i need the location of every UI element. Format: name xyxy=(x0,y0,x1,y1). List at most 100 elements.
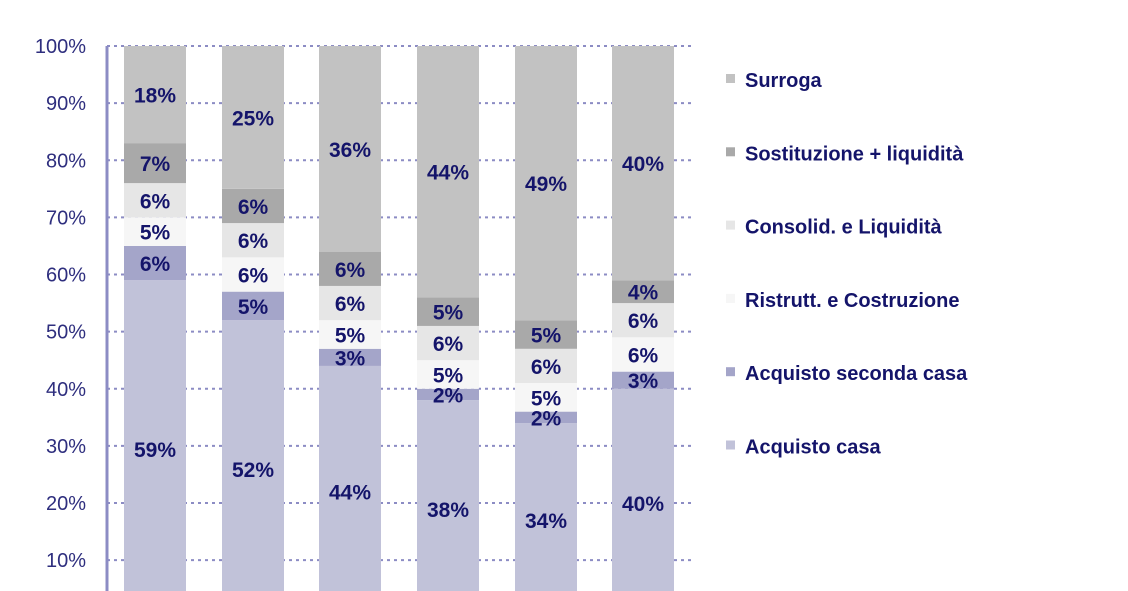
data-labels: 59%6%5%6%7%18%52%5%6%6%6%25%44%3%5%6%6%3… xyxy=(134,85,664,534)
bar-segment xyxy=(515,348,577,384)
bar-segment xyxy=(417,400,479,591)
bar-segment xyxy=(612,371,674,389)
data-label: 6% xyxy=(335,293,366,316)
legend-label: Sostituzione + liquidità xyxy=(745,143,964,165)
bars xyxy=(124,46,674,591)
bar-segment xyxy=(222,188,284,224)
bar-segment xyxy=(417,388,479,401)
y-tick-label: 90% xyxy=(46,93,86,115)
data-label: 25% xyxy=(232,107,274,130)
bar-segment xyxy=(319,320,381,349)
bar-segment xyxy=(515,46,577,321)
data-label: 6% xyxy=(628,310,659,333)
data-label: 4% xyxy=(628,282,659,305)
bar-segment xyxy=(515,423,577,591)
data-label: 6% xyxy=(628,345,659,368)
data-label: 44% xyxy=(329,482,371,505)
y-tick-label: 40% xyxy=(46,379,86,401)
bar-segment xyxy=(124,143,186,184)
data-label: 5% xyxy=(433,364,464,387)
data-label: 3% xyxy=(628,370,659,393)
data-label: 2% xyxy=(531,407,562,430)
bar-segment xyxy=(319,251,381,286)
data-label: 34% xyxy=(525,510,567,533)
data-label: 2% xyxy=(433,384,464,407)
bar-segment xyxy=(612,280,674,304)
y-tick-label: 60% xyxy=(46,265,86,287)
y-axis: 10% 20% 30% 40% 50% 60% 70% 80% 90% 100% xyxy=(35,36,109,591)
legend-label: Acquisto seconda casa xyxy=(745,363,968,385)
data-label: 6% xyxy=(238,230,269,253)
bar-segment xyxy=(612,388,674,591)
legend-label: Consolid. e Liquidità xyxy=(745,217,943,239)
data-label: 5% xyxy=(433,302,464,325)
data-label: 5% xyxy=(335,325,366,348)
gridlines xyxy=(107,45,692,562)
legend-label: Acquisto casa xyxy=(745,437,881,459)
data-label: 59% xyxy=(134,439,176,462)
data-label: 7% xyxy=(140,153,171,176)
bar-segment xyxy=(417,297,479,326)
y-tick-label: 100% xyxy=(35,36,86,58)
bar-segment xyxy=(124,217,186,246)
data-label: 6% xyxy=(531,356,562,379)
bar-segment xyxy=(222,223,284,258)
bar-segment xyxy=(515,411,577,424)
bar-segment xyxy=(222,291,284,321)
data-label: 49% xyxy=(525,173,567,196)
y-tick-label: 30% xyxy=(46,436,86,458)
bar-segment xyxy=(417,46,479,298)
data-label: 40% xyxy=(622,493,664,516)
data-label: 5% xyxy=(531,325,562,348)
data-label: 44% xyxy=(427,162,469,185)
bar-segment xyxy=(124,245,186,281)
data-label: 6% xyxy=(335,259,366,282)
legend-swatch xyxy=(726,293,735,303)
data-label: 6% xyxy=(238,196,269,219)
data-label: 18% xyxy=(134,85,176,108)
y-tick-label: 50% xyxy=(46,322,86,344)
bar-segment xyxy=(124,183,186,218)
data-label: 5% xyxy=(140,222,171,245)
bar-segment xyxy=(319,46,381,252)
bar-segment xyxy=(222,46,284,189)
legend-label: Surroga xyxy=(745,70,823,92)
legend-swatch xyxy=(726,367,735,377)
y-tick-label: 80% xyxy=(46,150,86,172)
bar-segment xyxy=(319,365,381,591)
bar-segment xyxy=(612,303,674,338)
legend-swatch xyxy=(726,440,735,450)
bar-segment xyxy=(417,360,479,389)
data-label: 6% xyxy=(238,265,269,288)
bar-segment xyxy=(319,348,381,366)
bar-segment xyxy=(222,320,284,591)
data-label: 6% xyxy=(140,190,171,213)
data-label: 40% xyxy=(622,153,664,176)
y-tick-label: 20% xyxy=(46,493,86,515)
data-label: 38% xyxy=(427,499,469,522)
data-label: 6% xyxy=(140,253,171,276)
data-label: 5% xyxy=(238,296,269,319)
data-label: 5% xyxy=(531,387,562,410)
legend-swatch xyxy=(726,74,735,83)
legend-swatch xyxy=(726,220,735,230)
bar-segment xyxy=(222,257,284,292)
bar-segment xyxy=(417,325,479,361)
y-tick-label: 70% xyxy=(46,207,86,229)
y-tick-label: 10% xyxy=(46,550,86,572)
bar-segment xyxy=(612,46,674,281)
data-label: 52% xyxy=(232,459,274,482)
legend-swatch xyxy=(726,147,735,157)
legend: Surroga Sostituzione + liquidità Consolid.… xyxy=(726,70,968,459)
bar-segment xyxy=(515,383,577,412)
bar-segment xyxy=(124,46,186,144)
data-label: 36% xyxy=(329,139,371,162)
data-label: 3% xyxy=(335,347,366,370)
bar-segment xyxy=(612,337,674,372)
bar-segment xyxy=(319,285,381,321)
bar-segment xyxy=(515,320,577,349)
data-label: 6% xyxy=(433,333,464,356)
legend-label: Ristrutt. e Costruzione xyxy=(745,290,959,312)
bar-segment xyxy=(124,280,186,591)
